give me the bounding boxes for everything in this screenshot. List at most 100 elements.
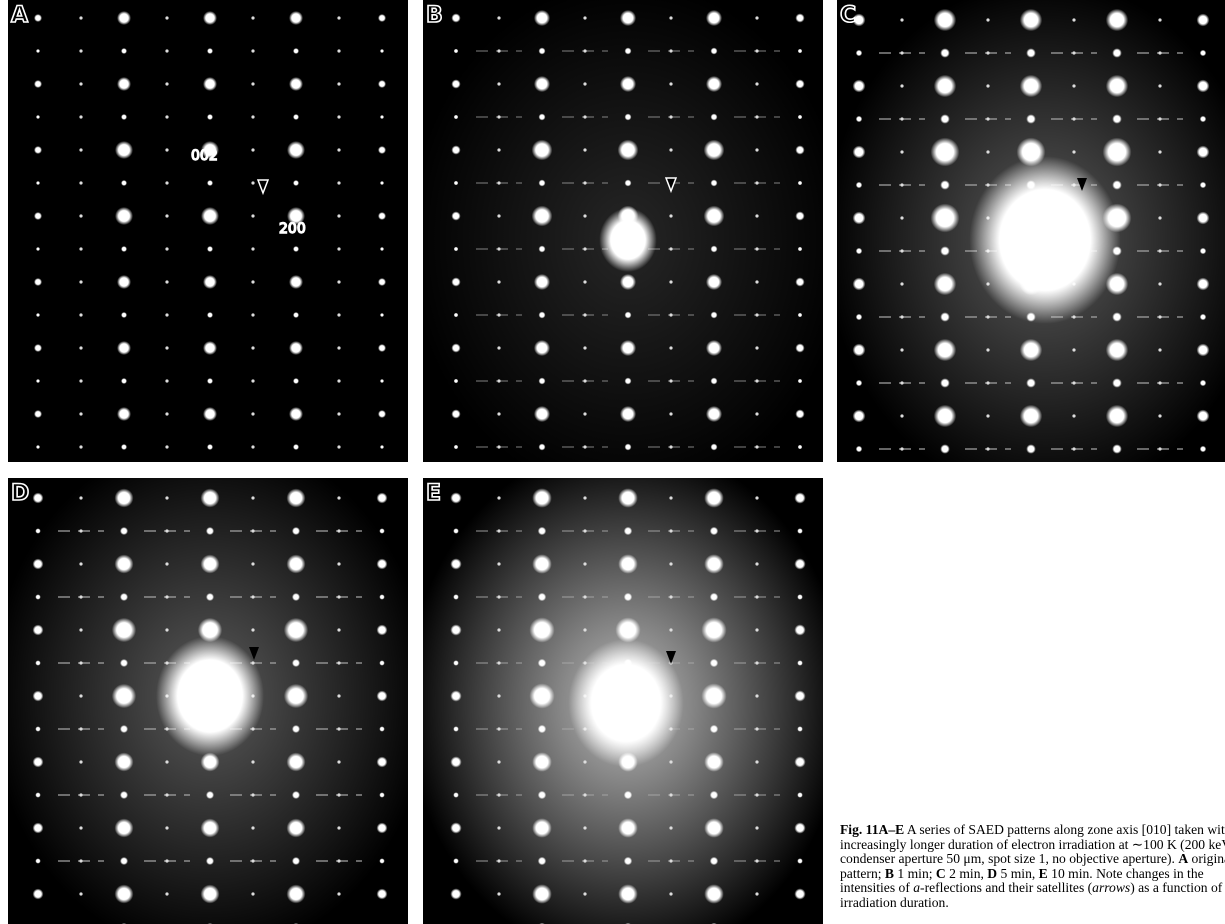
spot [165,859,168,862]
spot [450,756,461,767]
spot [33,823,44,834]
spot [856,182,862,188]
spot [669,82,672,85]
spot [207,312,213,318]
index-label: 200 [279,221,306,237]
spot [451,13,460,22]
spot [711,246,718,253]
spot [115,489,134,508]
spot [497,247,500,250]
spot [797,792,803,798]
spot [289,275,303,289]
spot [539,312,546,319]
spot [583,529,586,532]
spot [165,412,168,415]
spot [1197,278,1210,291]
spot [704,818,724,838]
spot [534,274,550,290]
spot [337,247,340,250]
spot [115,819,134,838]
spot [379,594,384,599]
spot [625,114,632,121]
spot [251,280,254,283]
spot [986,18,989,21]
spot [583,496,586,499]
spot [34,212,42,220]
spot [539,246,546,253]
spot [34,146,42,154]
spot [79,562,82,565]
spot [900,447,903,450]
spot [450,624,461,635]
spot [620,76,636,92]
caption-text: arrows [1092,880,1130,895]
central-spot [612,222,644,257]
spot [669,892,672,895]
spot [36,115,40,119]
spot [165,529,168,532]
spot [583,346,586,349]
spot [529,683,554,708]
spot [795,277,804,286]
spot [165,346,168,349]
spot [34,344,42,352]
spot [121,48,127,54]
spot [900,282,903,285]
spot [165,16,168,19]
spot [497,826,500,829]
spot [583,445,586,448]
spot [454,247,459,252]
spot [1072,381,1075,384]
spot [251,826,254,829]
spot [36,445,40,449]
spot [755,496,758,499]
spot [986,51,989,54]
spot [292,791,300,799]
spot [207,180,213,186]
spot [33,559,44,570]
spot [165,148,168,151]
spot [497,595,500,598]
spot [79,49,82,52]
spot [931,204,960,233]
spot [1112,312,1122,322]
spot [853,344,866,357]
spot [710,593,718,601]
spot [710,857,718,865]
spot [377,823,388,834]
central-spot [180,663,240,729]
spot [201,207,219,225]
spot [33,757,44,768]
spot [583,379,586,382]
spot [1158,249,1161,252]
spot [251,214,254,217]
spot [900,84,903,87]
spot [33,625,44,636]
spot [624,593,632,601]
spot [251,529,254,532]
spot [165,562,168,565]
spot [450,558,461,569]
spot [1200,116,1206,122]
spot [704,884,724,904]
spot [120,593,128,601]
spot [532,752,552,772]
spot [207,378,213,384]
spot [532,206,553,227]
spot [289,341,303,355]
spot [538,593,546,601]
spot [337,214,340,217]
spot [251,16,254,19]
spot [534,10,550,26]
spot [1158,282,1161,285]
spot [112,684,136,708]
spot [704,554,724,574]
spot [704,206,725,227]
spot [378,14,386,22]
spot [710,791,718,799]
spot [755,181,758,184]
spot [704,752,724,772]
spot [206,593,214,601]
spot [795,79,804,88]
panel: B [423,0,823,462]
